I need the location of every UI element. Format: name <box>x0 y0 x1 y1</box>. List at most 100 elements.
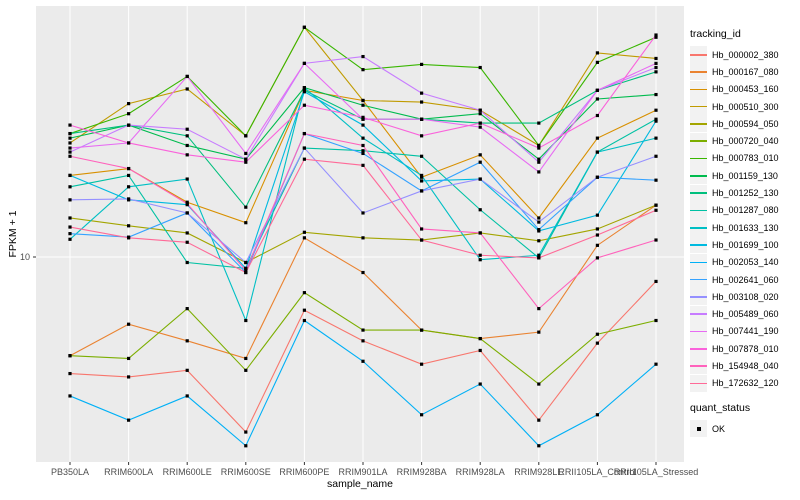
data-point <box>244 160 248 164</box>
x-tick-label: RRIM600LE <box>163 467 212 477</box>
data-point <box>537 170 541 174</box>
data-point <box>185 307 189 311</box>
data-point <box>302 236 306 240</box>
tracking-id-entries: Hb_000002_380 Hb_000167_080 Hb_000453_160 H… <box>690 46 798 392</box>
data-point <box>654 35 658 39</box>
data-point <box>537 220 541 224</box>
series-color-key <box>690 184 707 202</box>
data-point <box>244 356 248 361</box>
legend-entry: Hb_000167_080 <box>690 63 798 81</box>
data-point <box>654 33 658 37</box>
data-point <box>127 112 131 116</box>
legend-entry: Hb_005489_060 <box>690 305 798 323</box>
data-point <box>420 328 424 332</box>
data-point <box>127 123 131 127</box>
data-point <box>302 308 306 312</box>
series-line-icon <box>690 226 707 229</box>
legend-entry: Hb_000453_160 <box>690 80 798 98</box>
data-point <box>127 236 131 240</box>
legend-entry: Hb_001252_130 <box>690 184 798 202</box>
series-label: Hb_000510_300 <box>712 101 779 112</box>
series-label: Hb_001159_130 <box>712 170 778 181</box>
legend-title-quant-status: quant_status <box>690 401 751 414</box>
x-tick-label: RRIM901LA <box>338 467 387 477</box>
data-point <box>420 154 424 158</box>
data-point <box>68 216 72 220</box>
data-point <box>595 60 599 64</box>
x-tick-label: RRIM928LE <box>514 467 563 477</box>
data-point <box>244 134 248 138</box>
data-point <box>595 227 599 231</box>
data-point <box>68 225 72 229</box>
data-point <box>244 221 248 225</box>
data-point <box>654 238 658 242</box>
data-point <box>420 62 424 66</box>
x-tick-label: RRIM600SE <box>221 467 271 477</box>
data-point <box>361 103 365 107</box>
data-point <box>244 368 248 372</box>
series-label: Hb_001287_080 <box>712 205 779 216</box>
data-point <box>68 198 72 202</box>
series-label: Hb_000167_080 <box>712 66 779 77</box>
data-point <box>185 339 189 343</box>
series-line-icon <box>690 140 707 143</box>
data-point <box>595 113 599 118</box>
data-point <box>127 418 131 422</box>
data-point <box>244 318 248 323</box>
data-point <box>68 146 72 150</box>
data-point <box>595 136 599 140</box>
data-point <box>654 61 658 65</box>
data-point <box>185 240 189 244</box>
data-point <box>302 86 306 90</box>
data-point <box>244 444 248 448</box>
data-point <box>537 382 541 386</box>
data-point <box>185 202 189 206</box>
data-point <box>595 243 599 247</box>
legend-entry: Hb_000510_300 <box>690 98 798 116</box>
legend-entry: Hb_007441_190 <box>690 322 798 340</box>
data-point <box>361 149 365 153</box>
legend-entry: Hb_000783_010 <box>690 149 798 167</box>
data-point <box>361 163 365 167</box>
series-color-key <box>690 374 707 392</box>
series-color-key <box>690 236 707 254</box>
data-point <box>478 112 482 116</box>
x-tick-label: PB350LA <box>51 467 89 477</box>
data-point <box>361 359 365 363</box>
data-point <box>537 143 541 148</box>
data-point <box>302 90 306 94</box>
data-point <box>420 238 424 242</box>
data-point <box>68 237 72 241</box>
legend: tracking_id Hb_000002_380 Hb_000167_080 Hb… <box>690 28 798 438</box>
data-point <box>654 362 658 366</box>
data-point <box>420 100 424 104</box>
series-color-key <box>690 46 707 64</box>
series-label: Hb_002053_140 <box>712 257 779 268</box>
data-point <box>537 228 541 232</box>
y-axis-tick-label: 10 <box>19 252 30 262</box>
series-line-icon <box>690 330 707 333</box>
series-line-icon <box>690 123 707 125</box>
data-point <box>185 211 189 215</box>
data-point <box>244 205 248 209</box>
data-point <box>127 356 131 361</box>
series-color-key <box>690 63 707 81</box>
series-label: Hb_000453_160 <box>712 84 779 95</box>
legend-entry: Hb_001159_130 <box>690 167 798 185</box>
data-point <box>420 134 424 138</box>
data-point <box>361 68 365 72</box>
series-color-key <box>690 167 707 185</box>
data-point <box>478 160 482 164</box>
x-tick-label: RRII105LA_Control <box>558 467 636 477</box>
data-point <box>302 131 306 136</box>
data-point <box>302 61 306 65</box>
data-point <box>654 203 658 207</box>
data-point <box>68 371 72 376</box>
data-point <box>537 256 541 260</box>
legend-entry: Hb_007878_010 <box>690 340 798 358</box>
data-point <box>127 141 131 145</box>
series-color-key <box>690 98 707 116</box>
series-line-icon <box>690 157 707 160</box>
data-point <box>68 394 72 398</box>
